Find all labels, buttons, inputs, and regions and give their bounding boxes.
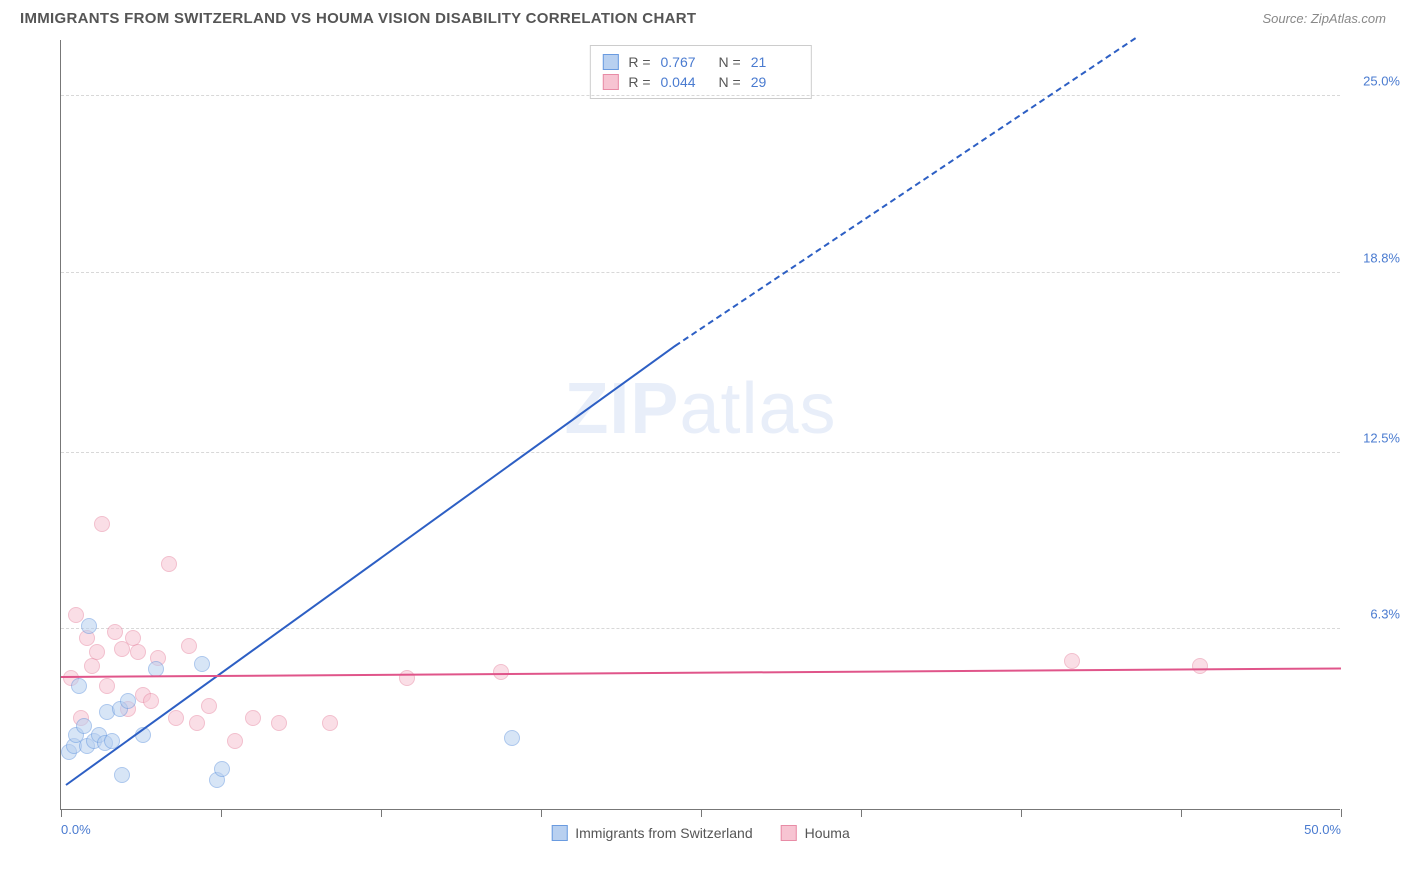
stats-row: R = 0.044 N = 29	[602, 72, 798, 92]
stat-r-label: R =	[628, 54, 650, 70]
data-point	[81, 618, 97, 634]
data-point	[1064, 653, 1080, 669]
series-swatch	[602, 74, 618, 90]
data-point	[399, 670, 415, 686]
data-point	[99, 678, 115, 694]
data-point	[194, 656, 210, 672]
x-tick	[1181, 809, 1182, 817]
data-point	[114, 767, 130, 783]
trend-line	[61, 667, 1341, 678]
series-swatch	[602, 54, 618, 70]
legend-item: Immigrants from Switzerland	[551, 825, 752, 841]
y-tick-label: 25.0%	[1363, 74, 1400, 89]
stat-r-value: 0.767	[661, 54, 709, 70]
data-point	[76, 718, 92, 734]
data-point	[143, 693, 159, 709]
data-point	[214, 761, 230, 777]
data-point	[1192, 658, 1208, 674]
stats-legend-box: R = 0.767 N = 21 R = 0.044 N = 29	[589, 45, 811, 99]
data-point	[227, 733, 243, 749]
x-tick	[861, 809, 862, 817]
stat-r-value: 0.044	[661, 74, 709, 90]
y-tick-label: 18.8%	[1363, 250, 1400, 265]
x-tick	[701, 809, 702, 817]
gridline	[61, 272, 1340, 273]
data-point	[94, 516, 110, 532]
data-point	[168, 710, 184, 726]
x-tick	[1021, 809, 1022, 817]
y-tick-label: 6.3%	[1370, 607, 1400, 622]
stat-r-label: R =	[628, 74, 650, 90]
data-point	[189, 715, 205, 731]
watermark: ZIPatlas	[564, 368, 836, 450]
trend-line	[66, 345, 676, 786]
data-point	[504, 730, 520, 746]
plot-region: ZIPatlas R =0.767N =21R =0.044N =29 Immi…	[60, 40, 1340, 810]
legend-label: Houma	[805, 825, 850, 841]
data-point	[130, 644, 146, 660]
gridline	[61, 628, 1340, 629]
stats-row: R = 0.767 N = 21	[602, 52, 798, 72]
data-point	[84, 658, 100, 674]
source-attribution: Source: ZipAtlas.com	[1262, 11, 1386, 26]
data-point	[245, 710, 261, 726]
x-tick	[221, 809, 222, 817]
chart-header: IMMIGRANTS FROM SWITZERLAND VS HOUMA VIS…	[0, 0, 1406, 35]
stat-n-value: 21	[751, 54, 799, 70]
data-point	[181, 638, 197, 654]
x-tick	[381, 809, 382, 817]
y-tick-label: 12.5%	[1363, 430, 1400, 445]
data-point	[201, 698, 217, 714]
source-value: ZipAtlas.com	[1311, 11, 1386, 26]
series-legend: Immigrants from Switzerland Houma	[551, 825, 850, 841]
data-point	[120, 693, 136, 709]
legend-label: Immigrants from Switzerland	[575, 825, 752, 841]
data-point	[271, 715, 287, 731]
series-swatch	[551, 825, 567, 841]
x-tick	[541, 809, 542, 817]
data-point	[322, 715, 338, 731]
chart-title: IMMIGRANTS FROM SWITZERLAND VS HOUMA VIS…	[20, 10, 696, 27]
gridline	[61, 95, 1340, 96]
x-tick-label: 0.0%	[61, 822, 91, 837]
x-tick	[1341, 809, 1342, 817]
watermark-bold: ZIP	[564, 369, 679, 449]
data-point	[161, 556, 177, 572]
stat-n-value: 29	[751, 74, 799, 90]
legend-item: Houma	[781, 825, 850, 841]
stat-n-label: N =	[719, 54, 741, 70]
source-label: Source:	[1262, 11, 1310, 26]
stat-n-label: N =	[719, 74, 741, 90]
series-swatch	[781, 825, 797, 841]
x-tick	[61, 809, 62, 817]
data-point	[89, 644, 105, 660]
data-point	[71, 678, 87, 694]
watermark-light: atlas	[679, 369, 836, 449]
x-tick-label: 50.0%	[1304, 822, 1341, 837]
gridline	[61, 452, 1340, 453]
data-point	[107, 624, 123, 640]
